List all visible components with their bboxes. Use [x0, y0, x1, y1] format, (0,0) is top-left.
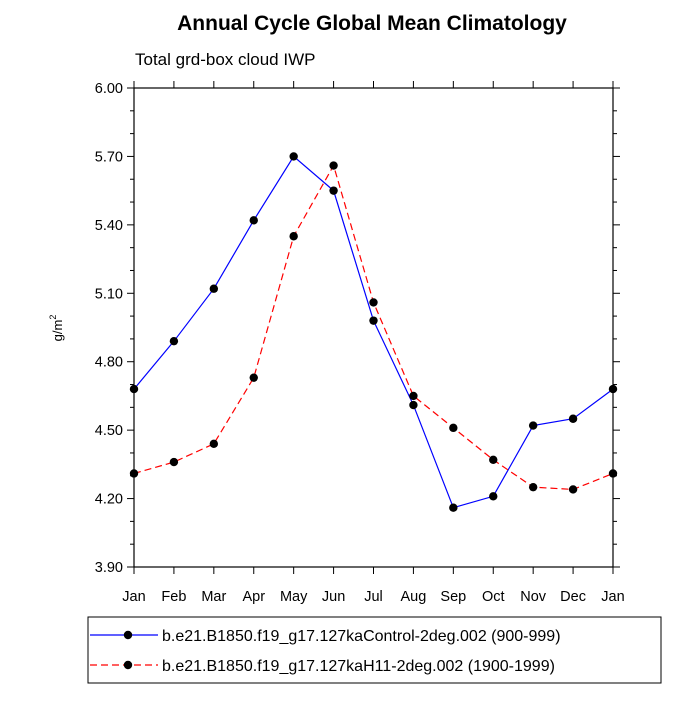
data-point [209, 284, 219, 293]
data-point [329, 186, 338, 195]
data-point [289, 232, 298, 241]
data-point [249, 373, 258, 382]
data-point [568, 414, 578, 423]
data-point [329, 161, 338, 170]
y-axis-label-exponent: 2 [48, 315, 58, 320]
y-axis-label: g/m2 [48, 315, 65, 342]
y-axis-label-unit: g/m [50, 320, 65, 342]
data-point [369, 298, 378, 307]
data-point [169, 336, 179, 346]
data-point [129, 384, 139, 394]
series-line-1 [133, 155, 614, 509]
x-tick-label: Sep [440, 589, 466, 605]
data-point [409, 400, 418, 410]
legend-marker-2 [123, 660, 133, 670]
data-point [409, 391, 418, 401]
x-tick-label: May [280, 589, 308, 605]
data-point [289, 152, 298, 161]
x-tick-label: Feb [161, 589, 186, 605]
x-tick-label: Jan [601, 589, 624, 605]
legend-box [87, 616, 662, 684]
y-tick-label: 4.80 [95, 355, 123, 371]
plot-area: 3.90 4.20 4.50 4.80 5.10 5.40 5.70 6.00 Jan Feb Ma… [95, 81, 625, 605]
x-tick-label: Jun [322, 589, 345, 605]
legend-marker-1 [123, 630, 133, 640]
x-tick-label: Apr [242, 589, 265, 605]
x-tick-label: Mar [201, 589, 226, 605]
legend-label-2: b.e21.B1850.f19_g17.127kaH11-2deg.002 (1… [162, 658, 555, 675]
x-tick-label: Aug [401, 589, 427, 605]
series-line-2 [133, 164, 614, 491]
data-point [249, 216, 258, 225]
data-point [169, 457, 179, 467]
data-point [608, 469, 618, 478]
data-point [489, 492, 498, 501]
y-tick-label: 5.10 [95, 286, 123, 302]
data-point [449, 423, 458, 433]
y-tick-label: 3.90 [95, 560, 123, 576]
x-tick-label: Jan [122, 589, 145, 605]
data-point [449, 503, 458, 512]
data-point [528, 421, 538, 430]
legend-label-1: b.e21.B1850.f19_g17.127kaControl-2deg.00… [162, 628, 561, 645]
y-tick-label: 4.50 [95, 423, 123, 439]
plot-frame [133, 87, 614, 568]
legend: b.e21.B1850.f19_g17.127kaControl-2deg.00… [87, 616, 662, 684]
y-tick-label: 6.00 [95, 81, 123, 97]
x-tick-label: Jul [364, 589, 383, 605]
x-tick-label: Oct [482, 589, 505, 605]
y-tick-label: 4.20 [95, 492, 123, 508]
data-point [129, 469, 139, 478]
chart-title: Annual Cycle Global Mean Climatology [177, 12, 567, 35]
data-point [608, 384, 618, 394]
y-tick-label: 5.40 [95, 218, 123, 234]
chart-subtitle: Total grd-box cloud IWP [135, 50, 315, 69]
data-point [528, 482, 538, 492]
data-point [369, 316, 378, 325]
y-tick-label: 5.70 [95, 149, 123, 165]
x-tick-label: Nov [520, 589, 547, 605]
data-point [568, 485, 578, 494]
data-point [209, 439, 219, 449]
x-tick-label: Dec [560, 589, 586, 605]
data-point [489, 455, 498, 464]
